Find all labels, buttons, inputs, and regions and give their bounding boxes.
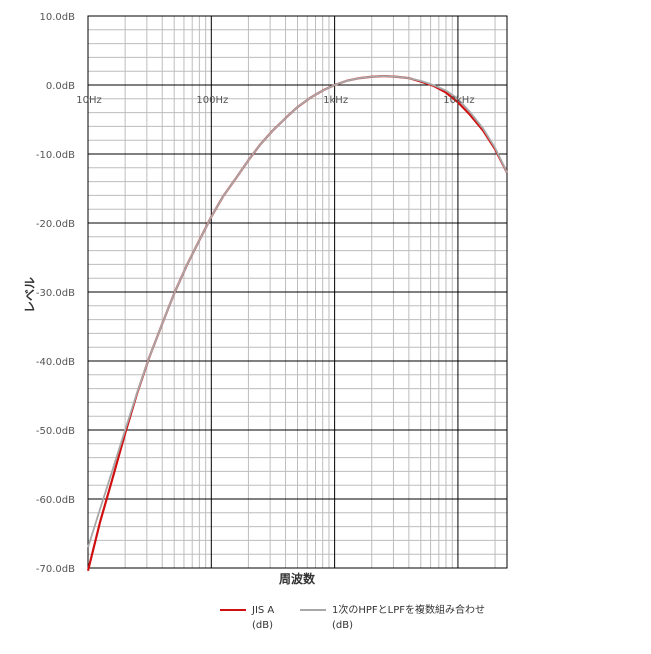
y-tick-label: -30.0dB <box>36 288 75 299</box>
legend-swatch <box>220 609 246 611</box>
x-tick-label: 1kHz <box>323 95 348 106</box>
plot-border <box>87 15 508 569</box>
legend-label: JIS A (dB) <box>252 603 274 633</box>
x-tick-labels: 10Hz 100Hz 1kHz 10kHz <box>76 95 474 106</box>
y-tick-label: -10.0dB <box>36 150 75 161</box>
legend-label-line: (dB) <box>332 620 354 631</box>
y-tick-label: -50.0dB <box>36 426 75 437</box>
x-tick-label: 10kHz <box>443 95 474 106</box>
legend-label-line: (dB) <box>252 620 274 631</box>
series-line-2 <box>87 75 508 548</box>
series-layer <box>86 74 508 572</box>
x-tick-label: 100Hz <box>196 95 228 106</box>
y-tick-label: -40.0dB <box>36 357 75 368</box>
y-tick-labels: 10.0dB 0.0dB -10.0dB -20.0dB -30.0dB -40.0dB -… <box>36 12 75 575</box>
legend-swatch <box>300 609 326 611</box>
legend-label: 1次のHPFとLPFを複数組み合わせ (dB) <box>332 603 485 633</box>
y-tick-label: -60.0dB <box>36 495 75 506</box>
x-tick-label: 10Hz <box>76 95 102 106</box>
y-axis-label: レベル <box>23 277 37 313</box>
x-axis-label: 周波数 <box>279 571 316 586</box>
y-tick-label: -20.0dB <box>36 219 75 230</box>
legend-label-line: JIS A <box>252 605 275 616</box>
y-tick-label: 10.0dB <box>40 12 76 23</box>
major-gridlines <box>87 15 508 569</box>
y-tick-label: 0.0dB <box>46 81 75 92</box>
legend-label-line: 1次のHPFとLPFを複数組み合わせ <box>332 605 486 616</box>
y-tick-label: -70.0dB <box>36 564 75 575</box>
